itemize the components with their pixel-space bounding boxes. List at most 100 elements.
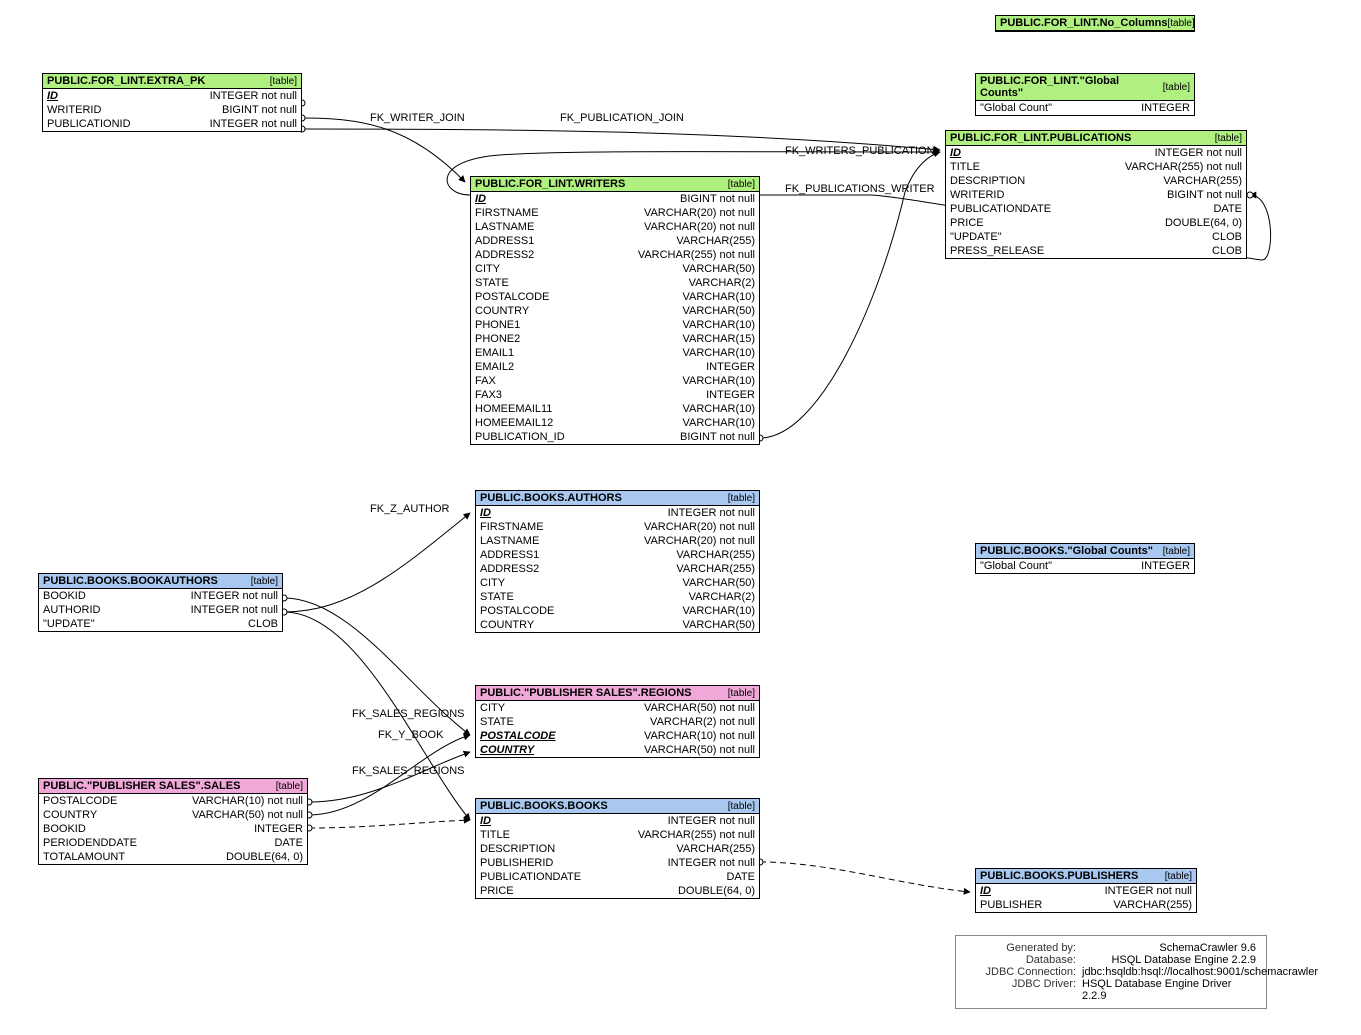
- column-row: PRICEDOUBLE(64, 0): [946, 216, 1246, 230]
- column-name: EMAIL1: [475, 346, 514, 360]
- column-name: ADDRESS2: [480, 562, 539, 576]
- column-name: EMAIL2: [475, 360, 514, 374]
- table-title: PUBLIC.FOR_LINT."Global Counts": [980, 75, 1163, 99]
- column-type: VARCHAR(50): [682, 618, 755, 632]
- info-label: JDBC Driver:: [966, 978, 1076, 1002]
- column-type: INTEGER: [706, 388, 755, 402]
- column-row: ADDRESS1VARCHAR(255): [476, 548, 759, 562]
- column-name: CITY: [480, 576, 505, 590]
- column-name: FIRSTNAME: [480, 520, 544, 534]
- column-row: ADDRESS2VARCHAR(255) not null: [471, 248, 759, 262]
- column-name: ID: [480, 506, 491, 520]
- column-row: IDINTEGER not null: [946, 146, 1246, 160]
- column-name: "Global Count": [980, 101, 1052, 115]
- column-row: HOMEEMAIL11VARCHAR(10): [471, 402, 759, 416]
- column-type: VARCHAR(10): [682, 416, 755, 430]
- column-row: IDBIGINT not null: [471, 192, 759, 206]
- column-name: ID: [47, 89, 58, 103]
- column-row: ADDRESS1VARCHAR(255): [471, 234, 759, 248]
- column-name: PERIODENDDATE: [43, 836, 137, 850]
- edge-label-fk_publication_join: FK_PUBLICATION_JOIN: [560, 112, 684, 124]
- column-name: PUBLISHERID: [480, 856, 553, 870]
- column-type: VARCHAR(255): [676, 842, 755, 856]
- table-authors: PUBLIC.BOOKS.AUTHORS[table]IDINTEGER not…: [475, 490, 760, 633]
- edge-label-fk_y_book: FK_Y_BOOK: [378, 729, 443, 741]
- column-row: DESCRIPTION VARCHAR(255): [946, 174, 1246, 188]
- column-row: PRESS_RELEASECLOB: [946, 244, 1246, 258]
- column-name: PRESS_RELEASE: [950, 244, 1044, 258]
- column-name: PHONE1: [475, 318, 520, 332]
- column-name: ID: [480, 814, 491, 828]
- edge-label-fk_sales_regions_1: FK_SALES_REGIONS: [352, 708, 465, 720]
- table-bookauthors: PUBLIC.BOOKS.BOOKAUTHORS[table]BOOKIDINT…: [38, 573, 283, 632]
- column-type: VARCHAR(15): [682, 332, 755, 346]
- column-name: COUNTRY: [475, 304, 529, 318]
- column-type: BIGINT not null: [680, 192, 755, 206]
- column-row: POSTALCODEVARCHAR(10) not null: [476, 729, 759, 743]
- column-row: PUBLISHERVARCHAR(255): [976, 898, 1196, 912]
- column-row: PRICEDOUBLE(64, 0): [476, 884, 759, 898]
- diagram-canvas: PUBLIC.FOR_LINT.No_Columns[table]PUBLIC.…: [0, 0, 1361, 1035]
- table-header: PUBLIC.FOR_LINT."Global Counts"[table]: [976, 74, 1194, 101]
- column-name: BOOKID: [43, 589, 86, 603]
- column-name: PHONE2: [475, 332, 520, 346]
- table-header: PUBLIC.BOOKS.BOOKAUTHORS[table]: [39, 574, 282, 589]
- column-type: VARCHAR(20) not null: [644, 520, 755, 534]
- table-tag: [table]: [270, 76, 297, 87]
- column-row: POSTALCODEVARCHAR(10): [476, 604, 759, 618]
- column-row: STATEVARCHAR(2): [476, 590, 759, 604]
- column-type: VARCHAR(10) not null: [192, 794, 303, 808]
- column-type: VARCHAR(255): [1163, 174, 1242, 188]
- column-name: DESCRIPTION: [950, 174, 1025, 188]
- table-title: PUBLIC."PUBLISHER SALES".REGIONS: [480, 687, 692, 699]
- edge-label-fk_writer_join: FK_WRITER_JOIN: [370, 112, 465, 124]
- column-name: "Global Count": [980, 559, 1052, 573]
- table-tag: [table]: [728, 801, 755, 812]
- column-name: DESCRIPTION: [480, 842, 555, 856]
- column-type: VARCHAR(255) not null: [638, 248, 755, 262]
- edge-label-fk_sales_regions_2: FK_SALES_REGIONS: [352, 765, 465, 777]
- column-type: VARCHAR(10): [682, 402, 755, 416]
- table-writers: PUBLIC.FOR_LINT.WRITERS[table]IDBIGINT n…: [470, 176, 760, 445]
- column-name: LASTNAME: [475, 220, 534, 234]
- column-type: VARCHAR(50): [682, 576, 755, 590]
- table-title: PUBLIC.BOOKS.BOOKS: [480, 800, 608, 812]
- column-row: AUTHORIDINTEGER not null: [39, 603, 282, 617]
- column-row: EMAIL1VARCHAR(10): [471, 346, 759, 360]
- column-type: INTEGER: [254, 822, 303, 836]
- table-title: PUBLIC.FOR_LINT.PUBLICATIONS: [950, 132, 1131, 144]
- table-tag: [table]: [728, 493, 755, 504]
- table-extra_pk: PUBLIC.FOR_LINT.EXTRA_PK[table]ID INTEGER…: [42, 73, 302, 132]
- column-row: FAX3INTEGER: [471, 388, 759, 402]
- column-type: BIGINT not null: [1167, 188, 1242, 202]
- column-type: VARCHAR(20) not null: [644, 220, 755, 234]
- column-row: CITYVARCHAR(50) not null: [476, 701, 759, 715]
- column-name: "UPDATE": [950, 230, 1002, 244]
- column-type: DATE: [726, 870, 755, 884]
- table-header: PUBLIC.FOR_LINT.EXTRA_PK[table]: [43, 74, 301, 89]
- column-type: VARCHAR(10): [682, 318, 755, 332]
- column-name: LASTNAME: [480, 534, 539, 548]
- column-name: PUBLICATIONID: [47, 117, 131, 131]
- column-row: BOOKIDINTEGER: [39, 822, 307, 836]
- column-type: INTEGER not null: [210, 89, 297, 103]
- column-row: PUBLICATIONIDINTEGER not null: [43, 117, 301, 131]
- column-row: IDINTEGER not null: [976, 884, 1196, 898]
- table-publishers: PUBLIC.BOOKS.PUBLISHERS[table]IDINTEGER …: [975, 868, 1197, 913]
- edge-label-fk_writers_publication: FK_WRITERS_PUBLICATION: [785, 145, 935, 157]
- column-row: ID INTEGER not null: [43, 89, 301, 103]
- column-row: "Global Count"INTEGER: [976, 559, 1194, 573]
- table-tag: [table]: [728, 688, 755, 699]
- column-type: VARCHAR(255): [1113, 898, 1192, 912]
- column-name: "UPDATE": [43, 617, 95, 631]
- table-books: PUBLIC.BOOKS.BOOKS[table]IDINTEGER not n…: [475, 798, 760, 899]
- column-row: PERIODENDDATEDATE: [39, 836, 307, 850]
- column-row: CITY VARCHAR(50): [476, 576, 759, 590]
- table-title: PUBLIC.BOOKS.BOOKAUTHORS: [43, 575, 218, 587]
- column-type: VARCHAR(50) not null: [192, 808, 303, 822]
- info-label: Database:: [966, 954, 1076, 966]
- table-tag: [table]: [728, 179, 755, 190]
- edge-label-fk_publications_writer: FK_PUBLICATIONS_WRITER: [785, 183, 935, 195]
- column-row: STATEVARCHAR(2) not null: [476, 715, 759, 729]
- column-row: "UPDATE"CLOB: [39, 617, 282, 631]
